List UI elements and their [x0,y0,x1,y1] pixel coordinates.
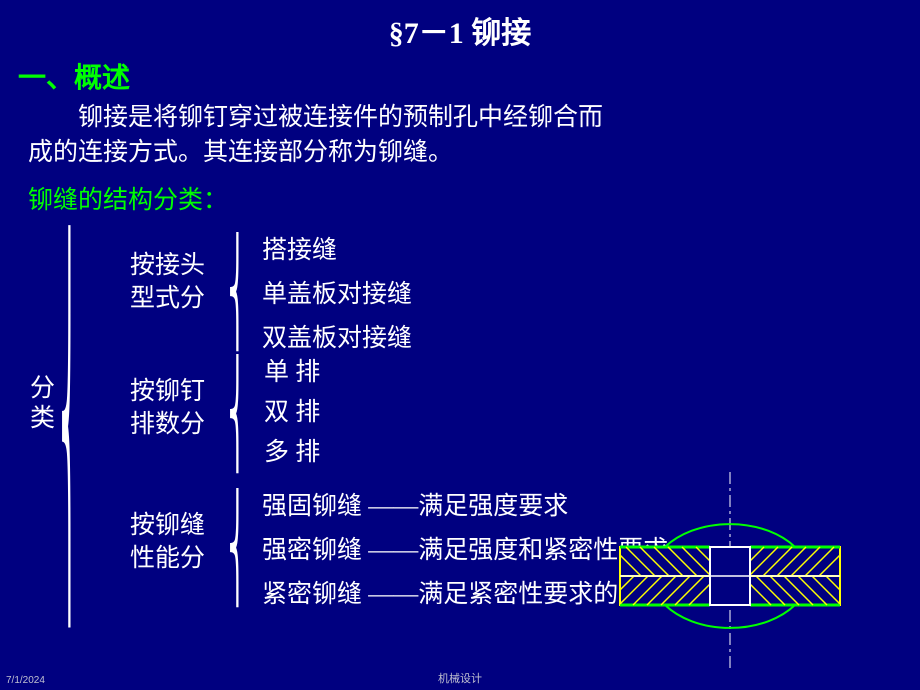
leaf-1-3: 双盖板对接缝 [262,318,412,354]
section-heading: 一、概述 [0,56,920,96]
leaf-2-3: 多 排 [264,432,320,468]
slide-title: §7－1 铆接 [0,0,920,52]
brace-level1: ⎨ [60,232,79,637]
paragraph-line1: 铆接是将铆钉穿过被连接件的预制孔中经铆合而 [0,96,920,135]
leaf-1-2: 单盖板对接缝 [262,274,412,310]
rivet-diagram [580,472,880,672]
root-char2: 类 [30,405,55,432]
classification-tree: 分 类 ⎨ 按接头型式分 按铆钉排数分 按铆缝性能分 ⎨ ⎨ ⎨ 搭接缝 单盖板… [0,222,920,652]
brace-level2-3: ⎨ [228,490,247,610]
branch-1-label: 按接头型式分 [130,250,220,315]
subheading: 铆缝的结构分类： [0,180,920,216]
brace-level2-2: ⎨ [228,356,247,476]
root-char1: 分 [30,375,55,402]
leaf-1-1: 搭接缝 [262,230,337,266]
tree-root: 分 类 [30,374,60,434]
footer-date: 7/1/2024 [6,675,45,686]
footer-mid: 机械设计 [438,670,482,686]
branch-2-label: 按铆钉排数分 [130,376,220,441]
branch-3-label: 按铆缝性能分 [130,510,220,575]
leaf-2-2: 双 排 [264,392,320,428]
leaf-3-1: 强固铆缝 ——满足强度要求 [262,486,568,522]
leaf-2-1: 单 排 [264,352,320,388]
brace-level2-1: ⎨ [228,234,247,354]
paragraph-line2: 成的连接方式。其连接部分称为铆缝。 [0,135,920,170]
